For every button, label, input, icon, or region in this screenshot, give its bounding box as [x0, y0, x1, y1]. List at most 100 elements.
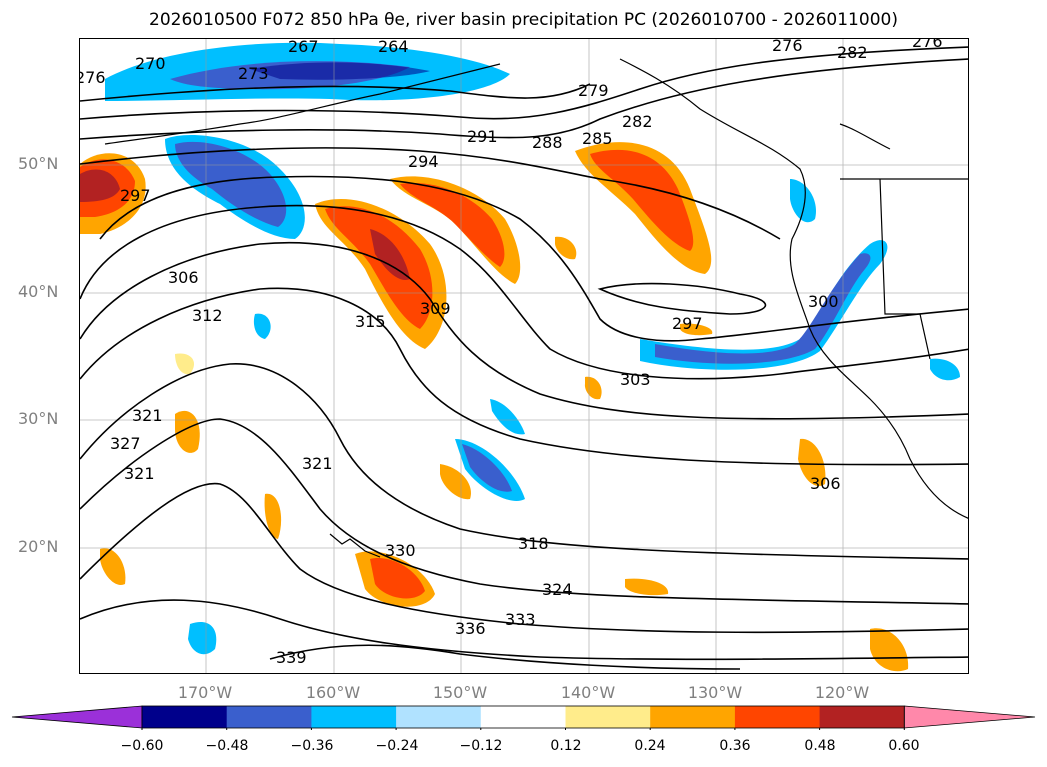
- contour-label: 297: [672, 314, 703, 333]
- positive-anomaly-region: [798, 438, 826, 487]
- contour-label: 315: [355, 312, 386, 331]
- negative-anomaly-region: [490, 399, 525, 435]
- positive-anomaly-region: [325, 206, 433, 329]
- contour-label: 285: [582, 129, 613, 148]
- map-title: 2026010500 F072 850 hPa θe, river basin …: [149, 10, 898, 30]
- positive-anomaly-region: [680, 323, 713, 336]
- positive-anomaly-region: [175, 353, 195, 375]
- contour-label: 270: [135, 54, 166, 73]
- positive-anomaly-region: [400, 183, 505, 267]
- negative-anomaly-region: [253, 313, 271, 339]
- colorbar-tick-label: 0.36: [719, 738, 751, 754]
- colorbar-cell: [311, 706, 397, 728]
- positive-anomaly-region: [370, 229, 410, 280]
- positive-anomaly-region: [175, 410, 200, 453]
- lon-tick-label: 120°W: [814, 683, 870, 702]
- contour-label: 300: [808, 292, 839, 311]
- positive-anomaly-region: [100, 548, 126, 585]
- coastline: [104, 58, 968, 558]
- colorbar-tick-label: −0.36: [290, 738, 334, 754]
- contour-label: 264: [378, 39, 409, 56]
- contour-label: 306: [810, 474, 841, 493]
- colorbar-extend-min: [11, 705, 143, 729]
- contour-label: 327: [110, 434, 141, 453]
- colorbar-cell: [819, 706, 905, 728]
- colorbar-outline: [141, 705, 905, 729]
- contour-label: 336: [455, 619, 486, 638]
- contour-label: 321: [302, 454, 333, 473]
- contour-label: 276: [80, 68, 106, 87]
- positive-anomaly-region: [440, 464, 471, 500]
- map-canvas: 276 270 273 267 264 279 276 282 276 291 …: [80, 39, 968, 673]
- lon-tick-label: 130°W: [687, 683, 743, 702]
- colorbar-cell: [480, 706, 566, 728]
- negative-anomaly-region: [790, 179, 816, 223]
- contour-label: 294: [408, 152, 439, 171]
- contour-label: 330: [385, 541, 416, 560]
- contour-label: 303: [620, 370, 651, 389]
- colorbar-cell: [734, 706, 821, 728]
- contour-label: 306: [168, 268, 199, 287]
- negative-anomaly-region: [462, 444, 512, 492]
- contour-label: 276: [772, 39, 803, 55]
- lon-tick-label: 140°W: [560, 683, 616, 702]
- contour-label: 282: [622, 112, 653, 131]
- contour-label: 288: [532, 133, 563, 152]
- positive-anomaly-region: [590, 149, 694, 251]
- contour-label: 333: [505, 610, 536, 629]
- negative-anomaly-region: [188, 621, 217, 655]
- colorbar-tick-label: 0.12: [550, 738, 582, 754]
- colorbar-tick-label: −0.60: [120, 738, 164, 754]
- colorbar-cell: [650, 706, 736, 728]
- precipitation-shading: [80, 42, 960, 672]
- negative-anomaly-region: [250, 62, 430, 80]
- graticule: [80, 39, 968, 673]
- colorbar-tick-label: −0.24: [375, 738, 419, 754]
- contour-label: 297: [120, 186, 151, 205]
- positive-anomaly-region: [625, 578, 669, 596]
- colorbar-tick-label: −0.12: [459, 738, 503, 754]
- lon-tick-label: 170°W: [177, 683, 233, 702]
- contour-label: 279: [578, 81, 609, 100]
- contour-label: 267: [288, 39, 319, 56]
- contour-label: 324: [542, 580, 573, 599]
- positive-anomaly-region: [870, 628, 909, 672]
- contour-label: 291: [467, 127, 498, 146]
- negative-anomaly-region: [655, 253, 871, 364]
- colorbar-cell: [226, 706, 312, 728]
- contour-label-group: 276 270 273 267 264 279 276 282 276 291 …: [80, 39, 943, 667]
- contour-label: 309: [420, 299, 451, 318]
- colorbar: [11, 705, 1036, 730]
- lat-tick-label: 20°N: [18, 537, 59, 556]
- lon-tick-label: 160°W: [305, 683, 361, 702]
- contour-label: 312: [192, 306, 223, 325]
- lat-tick-label: 50°N: [18, 154, 59, 173]
- lat-tick-label: 30°N: [18, 409, 59, 428]
- colorbar-tick-label: 0.60: [888, 738, 920, 754]
- colorbar-cell: [565, 706, 651, 728]
- positive-anomaly-region: [555, 236, 577, 260]
- negative-anomaly-region: [930, 358, 960, 381]
- contour-label: 276: [912, 39, 943, 51]
- colorbar-cells: [11, 705, 1036, 729]
- map-panel: 276 270 273 267 264 279 276 282 276 291 …: [79, 38, 969, 674]
- positive-anomaly-region: [370, 558, 425, 599]
- negative-anomaly-region: [175, 141, 287, 227]
- colorbar-tick-label: 0.48: [804, 738, 836, 754]
- contour-label: 339: [276, 648, 307, 667]
- lat-tick-label: 40°N: [18, 282, 59, 301]
- contour-label: 273: [238, 64, 269, 83]
- colorbar-cell: [396, 706, 482, 728]
- colorbar-ticks: [141, 728, 905, 730]
- lon-tick-label: 150°W: [432, 683, 488, 702]
- positive-anomaly-region: [584, 376, 602, 400]
- contour-label: 321: [132, 406, 163, 425]
- colorbar-extend-max: [903, 705, 1036, 729]
- colorbar-cell: [142, 706, 228, 728]
- theta-e-contours: [80, 46, 968, 670]
- contour-label: 321: [124, 464, 155, 483]
- colorbar-tick-label: 0.24: [634, 738, 666, 754]
- colorbar-tick-label: −0.48: [205, 738, 249, 754]
- contour-label: 318: [518, 534, 549, 553]
- positive-anomaly-region: [80, 169, 120, 202]
